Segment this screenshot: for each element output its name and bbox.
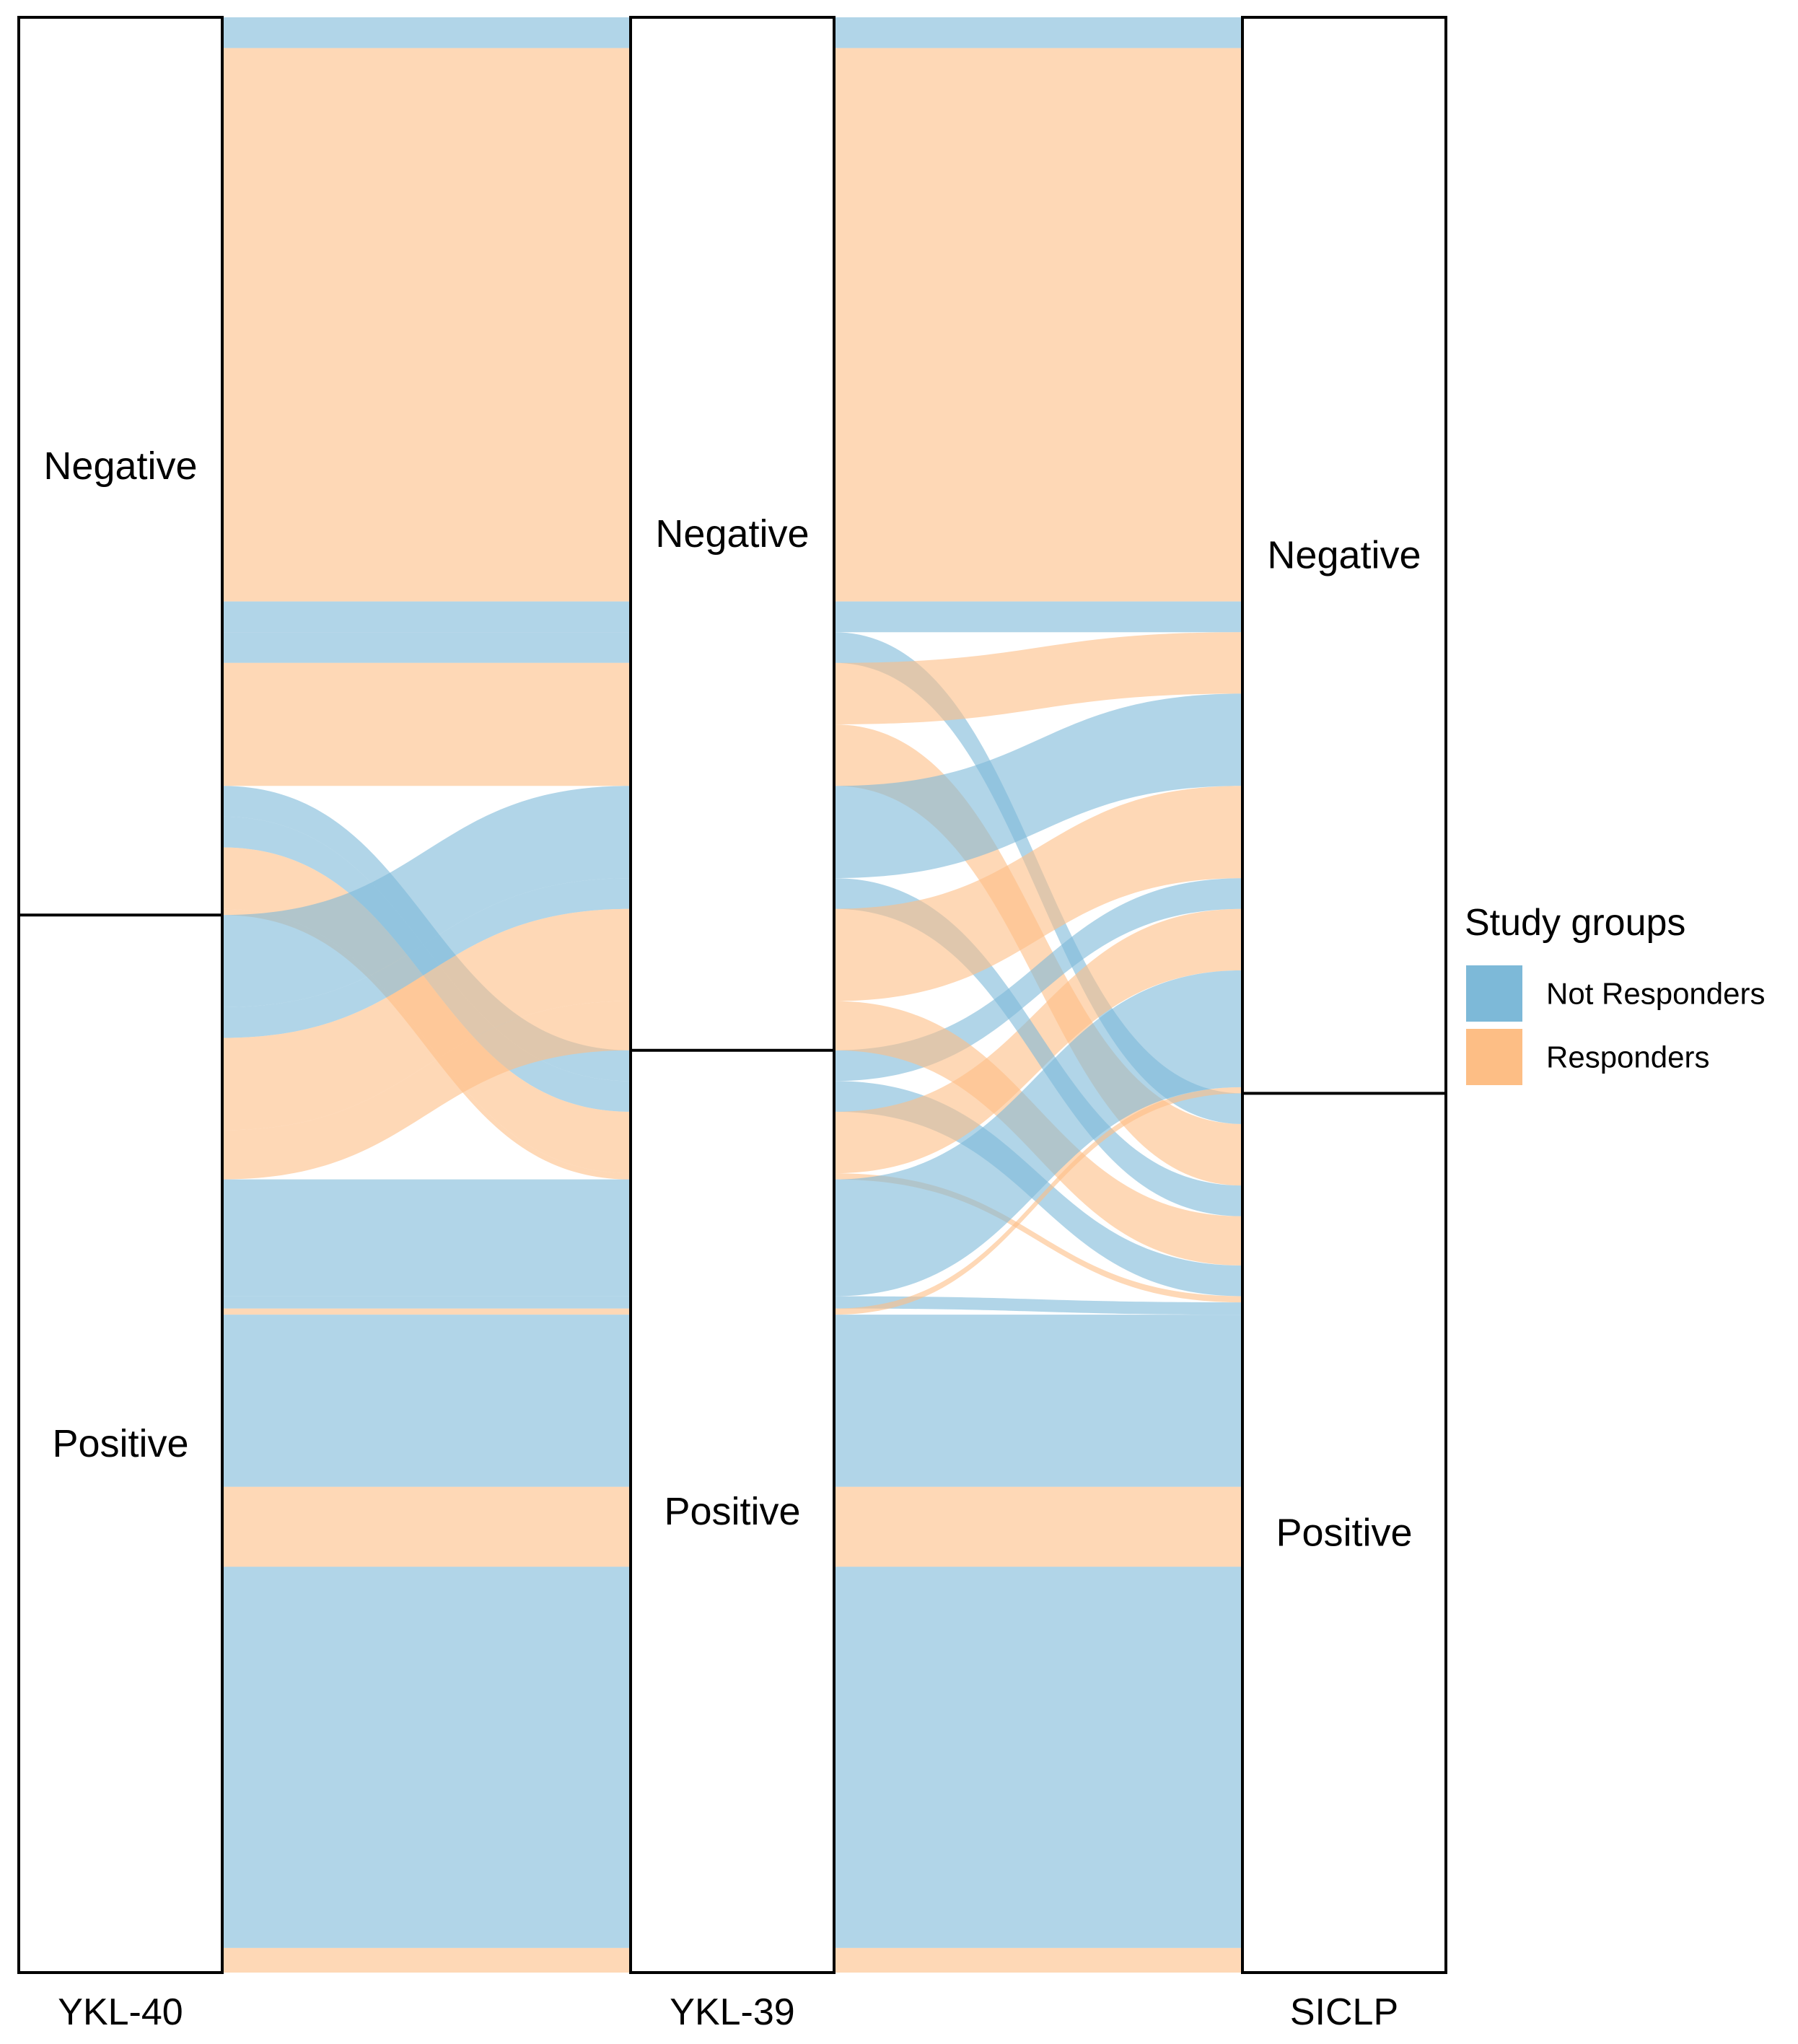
- flow-not-responders: [834, 17, 1242, 48]
- axis-label-siclp: SICLP: [1290, 1991, 1398, 2033]
- stratum-label-negative: Negative: [1267, 534, 1421, 577]
- legend: Study groups Not Responders Responders: [1465, 902, 1766, 1085]
- flow-responders: [222, 1001, 631, 1180]
- flow-not-responders: [222, 878, 631, 1038]
- axis-label-ykl-39: YKL-39: [670, 1991, 794, 2033]
- flow-responders: [222, 662, 631, 725]
- flow-responders: [222, 908, 631, 1131]
- flow-not-responders: [834, 878, 1242, 1082]
- flow-not-responders: [222, 1296, 631, 1309]
- flow-not-responders: [834, 1315, 1242, 1487]
- legend-swatch-not-responders: [1466, 965, 1522, 1022]
- flow-not-responders: [222, 1315, 631, 1487]
- legend-label-not-responders: Not Responders: [1546, 977, 1766, 1011]
- flow-not-responders: [834, 693, 1242, 879]
- flow-responders: [222, 1308, 631, 1315]
- flow-not-responders: [834, 970, 1242, 1297]
- axis-box-siclp: [1241, 16, 1447, 1974]
- legend-swatch-responders: [1466, 1029, 1522, 1085]
- flow-responders: [834, 48, 1242, 602]
- flow-not-responders: [834, 1296, 1242, 1315]
- flow-responders: [834, 1947, 1242, 1973]
- axis-box-ykl-39: [629, 16, 836, 1974]
- flow-not-responders: [834, 878, 1242, 1216]
- flow-responders: [222, 724, 631, 786]
- flow-responders: [834, 1173, 1242, 1303]
- flow-not-responders: [222, 601, 631, 633]
- flows-layer: [222, 17, 1242, 1973]
- flow-responders: [834, 724, 1242, 1186]
- axis-labels-layer: YKL-40 YKL-39 SICLP: [58, 1991, 1398, 2033]
- flow-not-responders: [834, 1566, 1242, 1948]
- flow-not-responders: [222, 1566, 631, 1948]
- stratum-label-positive: Positive: [664, 1490, 800, 1533]
- stratum-label-positive: Positive: [52, 1422, 188, 1465]
- flow-responders: [222, 1486, 631, 1567]
- strata-layer: Negative Positive Negative Positive Negative…: [17, 16, 1447, 1974]
- flow-not-responders: [222, 1179, 631, 1297]
- flow-responders: [834, 786, 1242, 1001]
- flow-responders: [222, 1947, 631, 1973]
- flow-not-responders: [222, 786, 631, 1008]
- flow-responders: [834, 632, 1242, 725]
- flow-responders: [222, 48, 631, 602]
- flow-not-responders: [222, 632, 631, 663]
- flow-responders: [834, 1486, 1242, 1567]
- stratum-label-negative: Negative: [655, 512, 809, 556]
- flow-responders: [834, 1087, 1242, 1315]
- axis-box-ykl-40: [17, 16, 224, 1974]
- stratum-label-positive: Positive: [1276, 1512, 1412, 1555]
- flow-not-responders: [222, 17, 631, 48]
- stratum-label-negative: Negative: [43, 444, 197, 488]
- flow-not-responders: [834, 601, 1242, 633]
- legend-label-responders: Responders: [1546, 1040, 1709, 1074]
- axis-label-ykl-40: YKL-40: [58, 1991, 183, 2033]
- legend-title: Study groups: [1465, 902, 1685, 944]
